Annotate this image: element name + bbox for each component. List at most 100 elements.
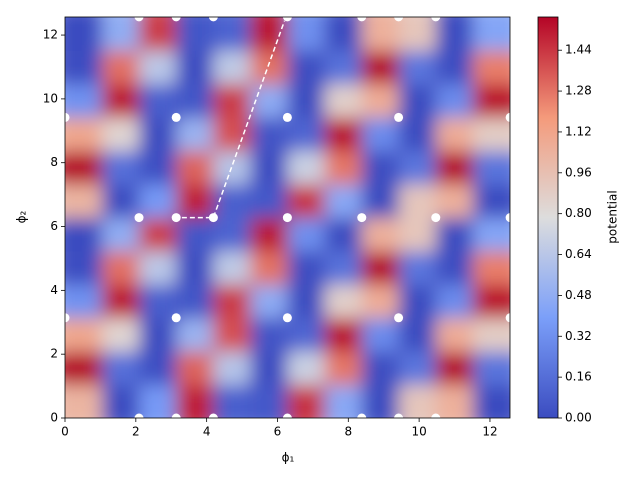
heat-cell — [361, 117, 400, 152]
heat-cell — [324, 184, 363, 218]
colorbar-tick-label: 0.32 — [565, 329, 592, 343]
heat-cell — [435, 150, 474, 185]
dashed-path — [181, 20, 286, 219]
heat-cell — [435, 50, 474, 85]
heat-cell — [435, 117, 474, 152]
heat-cell — [65, 217, 103, 252]
heat-cell — [102, 250, 140, 285]
heat-cell — [139, 184, 177, 218]
heat-cell — [139, 250, 177, 285]
heat-cell — [324, 384, 363, 418]
heat-cell — [250, 351, 288, 386]
heat-cell — [250, 317, 288, 352]
fixed-point — [394, 17, 404, 22]
heat-cell — [102, 184, 140, 218]
heat-cell — [435, 284, 474, 319]
heat-cell — [139, 150, 177, 185]
heat-cell — [324, 83, 363, 118]
overlay — [65, 17, 510, 418]
heat-cell — [139, 351, 177, 386]
heat-cell — [102, 351, 140, 386]
fixed-point — [357, 413, 367, 418]
colorbar-label: potential — [606, 190, 620, 243]
heat-cell — [472, 217, 510, 252]
x-tick-label: 12 — [482, 425, 497, 439]
heat-cell — [287, 117, 326, 152]
heat-cell — [102, 217, 140, 252]
heat-cell — [398, 50, 437, 85]
heat-cell — [250, 217, 288, 252]
fixed-point — [171, 213, 181, 223]
y-tick-label: 2 — [50, 347, 58, 361]
fixed-point — [431, 413, 441, 418]
heat-cell — [176, 384, 214, 418]
heat-cell — [139, 317, 177, 352]
heat-cell — [324, 250, 363, 285]
heatmap — [65, 17, 510, 418]
heat-cell — [102, 317, 140, 352]
heat-cell — [435, 184, 474, 218]
heat-cell — [102, 384, 140, 418]
heat-cell — [102, 150, 140, 185]
heat-cell — [213, 83, 251, 118]
heat-cell — [176, 351, 214, 386]
x-tick-label: 6 — [274, 425, 282, 439]
heat-cell — [287, 284, 326, 319]
heat-cell — [287, 351, 326, 386]
heat-cell — [287, 317, 326, 352]
heat-cell — [361, 150, 400, 185]
heat-cell — [213, 250, 251, 285]
colorbar — [537, 16, 559, 419]
heat-cell — [324, 50, 363, 85]
fixed-point — [431, 213, 441, 223]
heat-cell — [139, 50, 177, 85]
heat-cell — [102, 117, 140, 152]
fixed-point — [505, 213, 510, 223]
fixed-point — [208, 213, 218, 223]
colorbar-tick-label: 0.80 — [565, 206, 592, 220]
heat-cell — [213, 117, 251, 152]
heat-cell — [176, 150, 214, 185]
heat-cell — [472, 83, 510, 118]
heat-cell — [472, 150, 510, 185]
heat-cell — [287, 250, 326, 285]
heat-cell — [287, 384, 326, 418]
fixed-point — [134, 413, 144, 418]
fixed-point — [357, 17, 367, 22]
x-tick-label: 8 — [344, 425, 352, 439]
heat-cell — [65, 351, 103, 386]
heat-cell — [139, 284, 177, 319]
y-axis-label: ϕ₂ — [15, 210, 29, 223]
heat-cell — [398, 217, 437, 252]
fixed-point — [282, 17, 292, 22]
fixed-point — [171, 313, 181, 323]
heat-cell — [361, 17, 400, 51]
heat-cell — [398, 150, 437, 185]
heat-cell — [435, 384, 474, 418]
fixed-point — [171, 413, 181, 418]
heat-cell — [176, 284, 214, 319]
fixed-point — [282, 112, 292, 122]
heat-cell — [213, 50, 251, 85]
fixed-point — [171, 112, 181, 122]
heat-cell — [324, 117, 363, 152]
fixed-point — [65, 112, 70, 122]
fixed-point — [282, 213, 292, 223]
fixed-point — [282, 413, 292, 418]
x-tick-label: 10 — [411, 425, 426, 439]
heat-cell — [102, 284, 140, 319]
heat-cell — [287, 17, 326, 51]
heat-cell — [65, 384, 103, 418]
axes-frame — [64, 16, 511, 419]
heat-cell — [398, 83, 437, 118]
heat-cell — [65, 317, 103, 352]
heat-cell — [176, 317, 214, 352]
heat-cell — [176, 250, 214, 285]
x-tick-label: 0 — [61, 425, 69, 439]
fixed-point — [357, 213, 367, 223]
fixed-point — [505, 313, 510, 323]
heat-cell — [398, 250, 437, 285]
fixed-point — [208, 17, 218, 22]
fixed-point — [431, 17, 441, 22]
heat-cell — [398, 384, 437, 418]
